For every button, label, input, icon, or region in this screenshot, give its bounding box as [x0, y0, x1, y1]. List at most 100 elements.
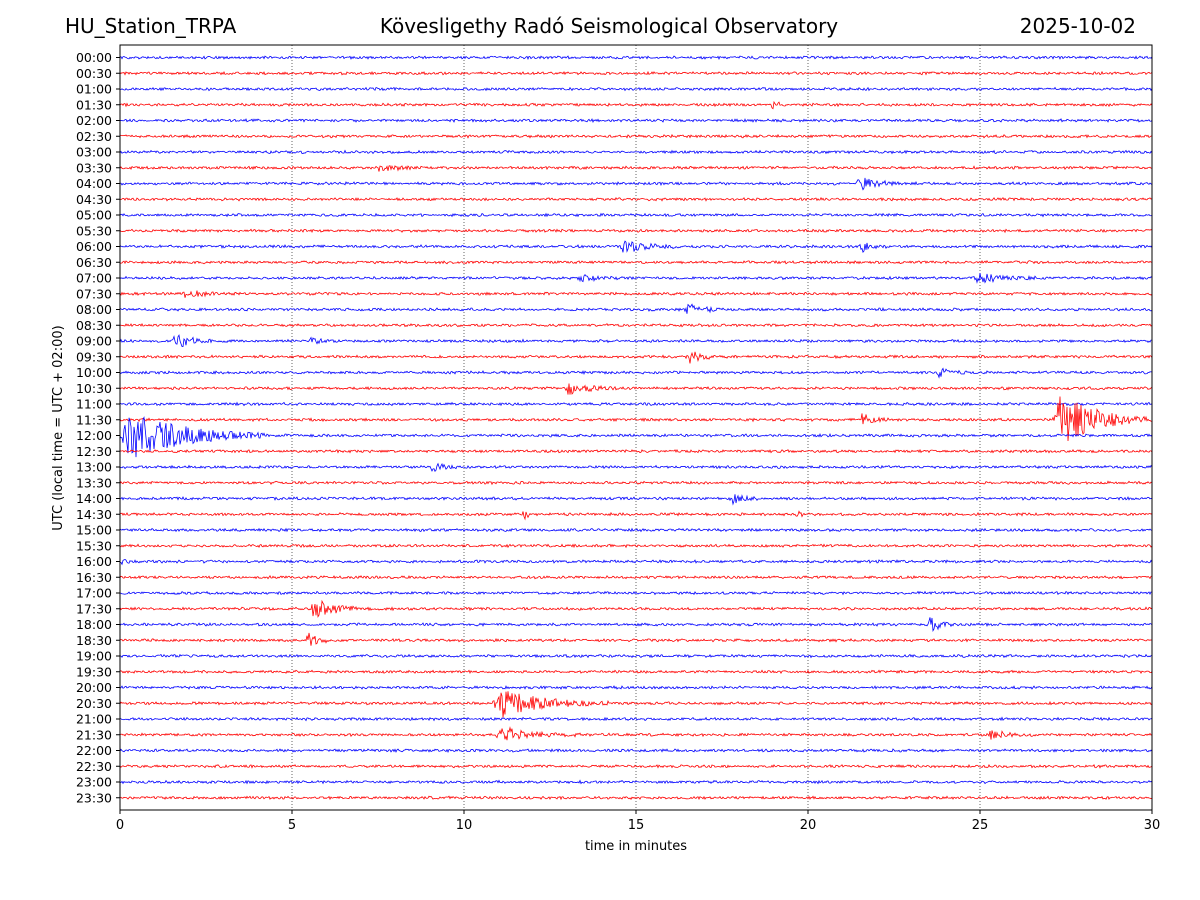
row-label: 11:30 — [76, 412, 112, 427]
trace-22-00 — [119, 748, 1153, 753]
row-label: 12:00 — [76, 428, 112, 443]
trace-07-30 — [119, 290, 1153, 298]
row-label: 17:00 — [76, 586, 112, 601]
x-tick-label: 10 — [456, 818, 473, 833]
trace-13-00 — [119, 462, 1153, 472]
trace-15-30 — [119, 543, 1153, 549]
row-label: 16:00 — [76, 554, 112, 569]
trace-05-30 — [119, 228, 1153, 234]
row-label: 13:00 — [76, 460, 112, 475]
trace-18-30 — [119, 632, 1153, 646]
row-label: 15:30 — [76, 538, 112, 553]
row-label: 16:30 — [76, 570, 112, 585]
row-label: 11:00 — [76, 397, 112, 412]
trace-09-00 — [119, 334, 1153, 347]
row-label: 06:00 — [76, 239, 112, 254]
row-label: 03:30 — [76, 160, 112, 175]
row-label: 21:30 — [76, 727, 112, 742]
trace-00-00 — [119, 55, 1153, 61]
trace-20-00 — [119, 685, 1153, 690]
row-label: 02:30 — [76, 129, 112, 144]
trace-10-30 — [119, 383, 1153, 395]
x-tick-label: 15 — [628, 818, 645, 833]
row-label: 03:00 — [76, 145, 112, 160]
row-label: 01:30 — [76, 97, 112, 112]
x-tick-label: 30 — [1144, 818, 1161, 833]
row-label: 15:00 — [76, 523, 112, 538]
trace-13-30 — [119, 480, 1153, 486]
row-label: 02:00 — [76, 113, 112, 128]
trace-12-00 — [119, 416, 1153, 458]
row-label: 21:00 — [76, 712, 112, 727]
trace-02-30 — [119, 133, 1153, 139]
row-label: 22:30 — [76, 759, 112, 774]
trace-08-30 — [119, 322, 1153, 328]
row-label: 08:00 — [76, 302, 112, 317]
row-label: 12:30 — [76, 444, 112, 459]
x-tick-label: 25 — [972, 818, 989, 833]
row-label: 22:00 — [76, 743, 112, 758]
x-tick-label: 0 — [116, 818, 124, 833]
chart-date: 2025-10-02 — [1019, 14, 1136, 38]
trace-19-30 — [119, 669, 1153, 675]
trace-11-00 — [119, 401, 1153, 407]
row-label: 00:30 — [76, 66, 112, 81]
row-label: 06:30 — [76, 255, 112, 270]
trace-01-30 — [119, 100, 1153, 110]
row-label: 09:00 — [76, 334, 112, 349]
trace-16-00 — [119, 558, 1153, 566]
x-tick-label: 20 — [800, 818, 817, 833]
row-label: 07:30 — [76, 286, 112, 301]
row-label: 23:00 — [76, 775, 112, 790]
trace-11-30 — [119, 396, 1153, 442]
trace-07-00 — [119, 273, 1153, 284]
trace-03-00 — [119, 149, 1153, 155]
trace-15-00 — [119, 527, 1152, 533]
trace-23-00 — [119, 779, 1153, 785]
row-label: 18:00 — [76, 617, 112, 632]
trace-23-30 — [119, 795, 1153, 801]
trace-14-30 — [119, 510, 1153, 521]
row-label: 13:30 — [76, 475, 112, 490]
row-label: 18:30 — [76, 633, 112, 648]
row-label: 19:30 — [76, 664, 112, 679]
row-label: 14:30 — [76, 507, 112, 522]
trace-12-30 — [119, 448, 1153, 454]
grid-lines — [291, 45, 981, 810]
trace-06-30 — [119, 259, 1153, 265]
trace-06-00 — [119, 240, 1153, 253]
row-label: 04:00 — [76, 176, 112, 191]
row-label: 23:30 — [76, 790, 112, 805]
trace-22-30 — [119, 763, 1153, 769]
row-label: 01:00 — [76, 82, 112, 97]
row-label: 19:00 — [76, 649, 112, 664]
trace-18-00 — [119, 617, 1153, 632]
row-label: 10:30 — [76, 381, 112, 396]
x-tick-label: 5 — [288, 818, 296, 833]
y-axis-label: UTC (local time = UTC + 02:00) — [51, 325, 66, 530]
row-label: 04:30 — [76, 192, 112, 207]
y-axis: 00:0000:3001:0001:3002:0002:3003:0003:30… — [76, 50, 120, 805]
row-label: 20:00 — [76, 680, 112, 695]
row-label: 20:30 — [76, 696, 112, 711]
row-label: 10:00 — [76, 365, 112, 380]
trace-21-30 — [119, 726, 1153, 741]
trace-19-00 — [119, 653, 1153, 659]
trace-17-00 — [119, 590, 1153, 596]
trace-04-30 — [119, 196, 1153, 202]
trace-17-30 — [119, 599, 1153, 618]
station-name: HU_Station_TRPA — [65, 14, 237, 38]
row-label: 08:30 — [76, 318, 112, 333]
trace-01-00 — [119, 86, 1153, 92]
row-label: 05:00 — [76, 208, 112, 223]
x-axis: 0 5 10 15 20 25 30 — [116, 810, 1160, 833]
row-label: 14:00 — [76, 491, 112, 506]
row-label: 00:00 — [76, 50, 112, 65]
trace-10-00 — [119, 367, 1153, 379]
row-label: 17:30 — [76, 601, 112, 616]
row-label: 05:30 — [76, 223, 112, 238]
trace-14-00 — [119, 494, 1153, 506]
trace-03-30 — [119, 165, 1153, 172]
trace-21-00 — [119, 716, 1153, 722]
